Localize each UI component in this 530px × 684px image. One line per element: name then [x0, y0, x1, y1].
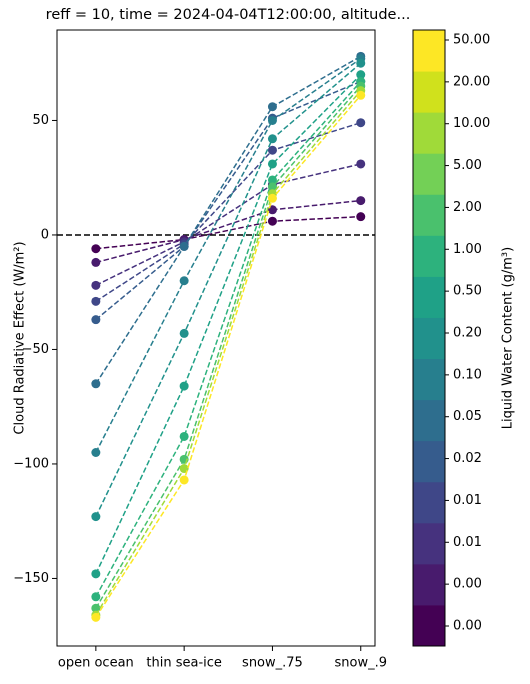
colorbar-tick-label: 0.00: [453, 577, 482, 592]
x-tick-label: thin sea-ice: [146, 656, 222, 671]
series-line: [95, 94, 362, 618]
series-line: [95, 90, 362, 616]
colorbar-band: [413, 317, 445, 360]
series-line: [95, 58, 362, 453]
series-line: [95, 80, 362, 321]
series-line: [95, 215, 361, 250]
series-line: [95, 74, 362, 575]
colorbar-tick-label: 0.20: [453, 326, 482, 341]
colorbar-tick-label: 2.00: [453, 200, 482, 215]
x-tick-label: snow_.75: [242, 656, 303, 671]
chart-title: reff = 10, time = 2024-04-04T12:00:00, a…: [46, 7, 411, 23]
colorbar-band: [413, 604, 445, 647]
colorbar-band: [413, 235, 445, 277]
data-point: [91, 512, 101, 522]
data-point: [267, 134, 277, 144]
y-tick-label: 0: [41, 227, 49, 242]
data-point: [179, 276, 189, 286]
data-point: [179, 381, 189, 391]
data-point: [267, 193, 277, 203]
series-line: [95, 122, 361, 302]
y-tick-label: −50: [22, 342, 49, 357]
data-point: [267, 115, 277, 125]
data-point: [267, 175, 277, 185]
series-line: [95, 81, 362, 598]
data-point: [91, 447, 101, 457]
data-point: [356, 90, 366, 100]
colorbar-tick-label: 50.00: [453, 33, 490, 48]
data-point: [179, 241, 189, 251]
colorbar-band: [413, 276, 445, 318]
colorbar-band: [413, 563, 445, 606]
colorbar-tick-label: 0.01: [453, 535, 482, 550]
y-tick-label: 50: [32, 113, 49, 128]
colorbar-label: Liquid Water Content (g/m³): [501, 247, 516, 429]
y-tick-label: −150: [13, 571, 49, 586]
colorbar-tick-label: 0.50: [453, 284, 482, 299]
data-point: [91, 612, 101, 622]
colorbar-band: [413, 481, 445, 524]
series-line: [95, 55, 362, 385]
data-point: [267, 159, 277, 169]
data-point: [91, 280, 101, 290]
series-line: [95, 163, 361, 287]
data-point: [91, 379, 101, 389]
colorbar-band: [413, 358, 445, 401]
data-point: [356, 70, 366, 80]
series-line: [95, 62, 362, 517]
data-point: [179, 431, 189, 441]
data-point: [267, 216, 277, 226]
colorbar-band: [413, 399, 445, 442]
y-tick-label: −100: [13, 456, 49, 471]
colorbar-tick-label: 0.10: [453, 367, 482, 382]
colorbar-band: [413, 112, 445, 154]
series-line: [95, 85, 362, 609]
data-point: [179, 475, 189, 485]
colorbar-tick-label: 0.01: [453, 493, 482, 508]
colorbar-band: [413, 440, 445, 483]
data-point: [179, 328, 189, 338]
data-point: [91, 257, 101, 267]
colorbar-tick-label: 0.02: [453, 451, 482, 466]
data-point: [356, 212, 366, 222]
colorbar-tick-label: 10.00: [453, 116, 490, 131]
x-tick-label: open ocean: [58, 656, 134, 671]
colorbar-tick-label: 0.05: [453, 409, 482, 424]
data-point: [267, 182, 277, 192]
data-point: [356, 196, 366, 206]
colorbar-tick-label: 1.00: [453, 242, 482, 257]
colorbar-tick-label: 0.00: [453, 619, 482, 634]
data-point: [356, 159, 366, 169]
data-point: [91, 569, 101, 579]
plot-frame: [56, 29, 376, 647]
colorbar-band: [413, 194, 445, 236]
data-point: [356, 118, 366, 128]
colorbar-tick-label: 5.00: [453, 158, 482, 173]
colorbar-frame: [412, 29, 446, 647]
data-point: [91, 296, 101, 306]
data-point: [267, 102, 277, 112]
y-axis-label: Cloud Radiative Effect (W/m²): [13, 241, 28, 434]
series-line: [95, 199, 361, 264]
data-point: [91, 244, 101, 254]
colorbar-tick-label: 20.00: [453, 74, 490, 89]
data-point: [91, 592, 101, 602]
x-tick-label: snow_.9: [334, 656, 387, 671]
data-point: [91, 315, 101, 325]
colorbar-band: [413, 522, 445, 565]
colorbar-band: [413, 71, 445, 113]
data-point: [267, 145, 277, 155]
colorbar-band: [413, 30, 445, 72]
data-point: [356, 58, 366, 68]
colorbar-band: [413, 153, 445, 195]
